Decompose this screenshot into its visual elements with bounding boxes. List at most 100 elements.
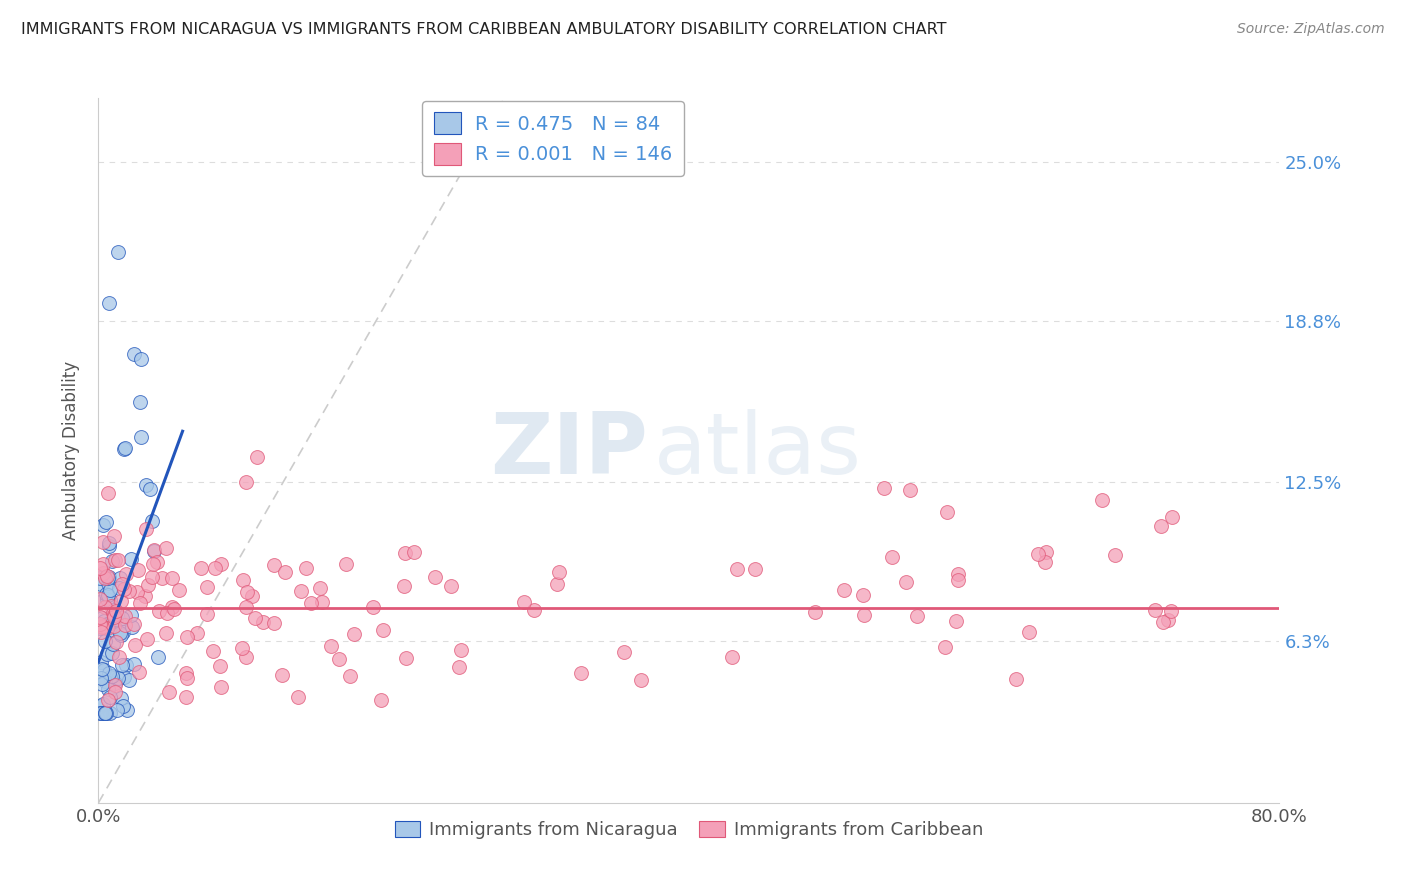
Point	[311, 595, 333, 609]
Text: IMMIGRANTS FROM NICARAGUA VS IMMIGRANTS FROM CARIBBEAN AMBULATORY DISABILITY COR: IMMIGRANTS FROM NICARAGUA VS IMMIGRANTS …	[21, 22, 946, 37]
Point	[129, 430, 152, 444]
Point	[157, 684, 180, 698]
Point	[91, 706, 114, 720]
Point	[90, 662, 112, 676]
Point	[1143, 603, 1166, 617]
Point	[328, 651, 350, 665]
Point	[107, 671, 129, 685]
Point	[148, 604, 170, 618]
Point	[945, 614, 967, 628]
Point	[110, 577, 132, 591]
Point	[97, 616, 120, 631]
Point	[114, 617, 136, 632]
Point	[235, 650, 257, 665]
Point	[100, 669, 122, 683]
Point	[101, 606, 124, 620]
Point	[176, 630, 198, 644]
Point	[93, 615, 115, 629]
Point	[613, 645, 636, 659]
Point	[195, 607, 218, 621]
Point	[98, 582, 121, 597]
Point	[423, 570, 446, 584]
Point	[129, 596, 152, 610]
Point	[744, 562, 766, 576]
Point	[142, 544, 165, 558]
Point	[1156, 613, 1178, 627]
Point	[169, 582, 191, 597]
Point	[141, 514, 163, 528]
Point	[135, 522, 157, 536]
Point	[240, 589, 263, 603]
Point	[105, 611, 128, 625]
Point	[91, 677, 114, 691]
Point	[94, 600, 117, 615]
Point	[128, 665, 150, 680]
Point	[235, 600, 257, 615]
Point	[103, 619, 125, 633]
Point	[98, 593, 121, 607]
Point	[94, 706, 117, 720]
Point	[174, 690, 197, 704]
Point	[89, 624, 111, 639]
Point	[439, 579, 461, 593]
Point	[98, 690, 121, 704]
Point	[1160, 509, 1182, 524]
Y-axis label: Ambulatory Disability: Ambulatory Disability	[62, 361, 80, 540]
Point	[112, 698, 135, 713]
Point	[271, 668, 294, 682]
Point	[94, 673, 117, 688]
Point	[101, 620, 124, 634]
Point	[946, 573, 969, 587]
Legend: Immigrants from Nicaragua, Immigrants from Caribbean: Immigrants from Nicaragua, Immigrants fr…	[388, 814, 990, 847]
Point	[146, 555, 169, 569]
Point	[343, 627, 366, 641]
Point	[98, 539, 121, 553]
Point	[163, 602, 186, 616]
Point	[176, 671, 198, 685]
Point	[202, 644, 225, 658]
Point	[104, 553, 127, 567]
Point	[134, 589, 156, 603]
Point	[107, 552, 129, 566]
Point	[89, 706, 111, 720]
Point	[547, 565, 569, 579]
Point	[287, 690, 309, 705]
Point	[97, 575, 120, 590]
Text: ZIP: ZIP	[489, 409, 648, 492]
Point	[104, 635, 127, 649]
Point	[120, 552, 142, 566]
Point	[104, 611, 127, 625]
Point	[361, 600, 384, 615]
Point	[402, 545, 425, 559]
Point	[1152, 615, 1174, 630]
Point	[107, 581, 129, 595]
Point	[97, 589, 120, 603]
Point	[1035, 545, 1057, 559]
Point	[118, 583, 141, 598]
Point	[97, 486, 120, 500]
Point	[392, 579, 415, 593]
Point	[110, 627, 132, 641]
Point	[319, 639, 342, 653]
Point	[156, 607, 179, 621]
Point	[91, 619, 114, 633]
Point	[721, 649, 744, 664]
Point	[89, 621, 111, 635]
Point	[141, 570, 163, 584]
Point	[263, 558, 285, 572]
Point	[1005, 672, 1028, 686]
Point	[100, 647, 122, 661]
Point	[93, 571, 115, 585]
Point	[104, 604, 127, 618]
Point	[804, 605, 827, 619]
Point	[232, 574, 254, 588]
Point	[108, 650, 131, 665]
Point	[208, 659, 231, 673]
Point	[94, 706, 117, 720]
Point	[103, 603, 125, 617]
Point	[513, 594, 536, 608]
Point	[94, 587, 117, 601]
Point	[1104, 548, 1126, 562]
Point	[1091, 493, 1114, 508]
Point	[96, 592, 118, 607]
